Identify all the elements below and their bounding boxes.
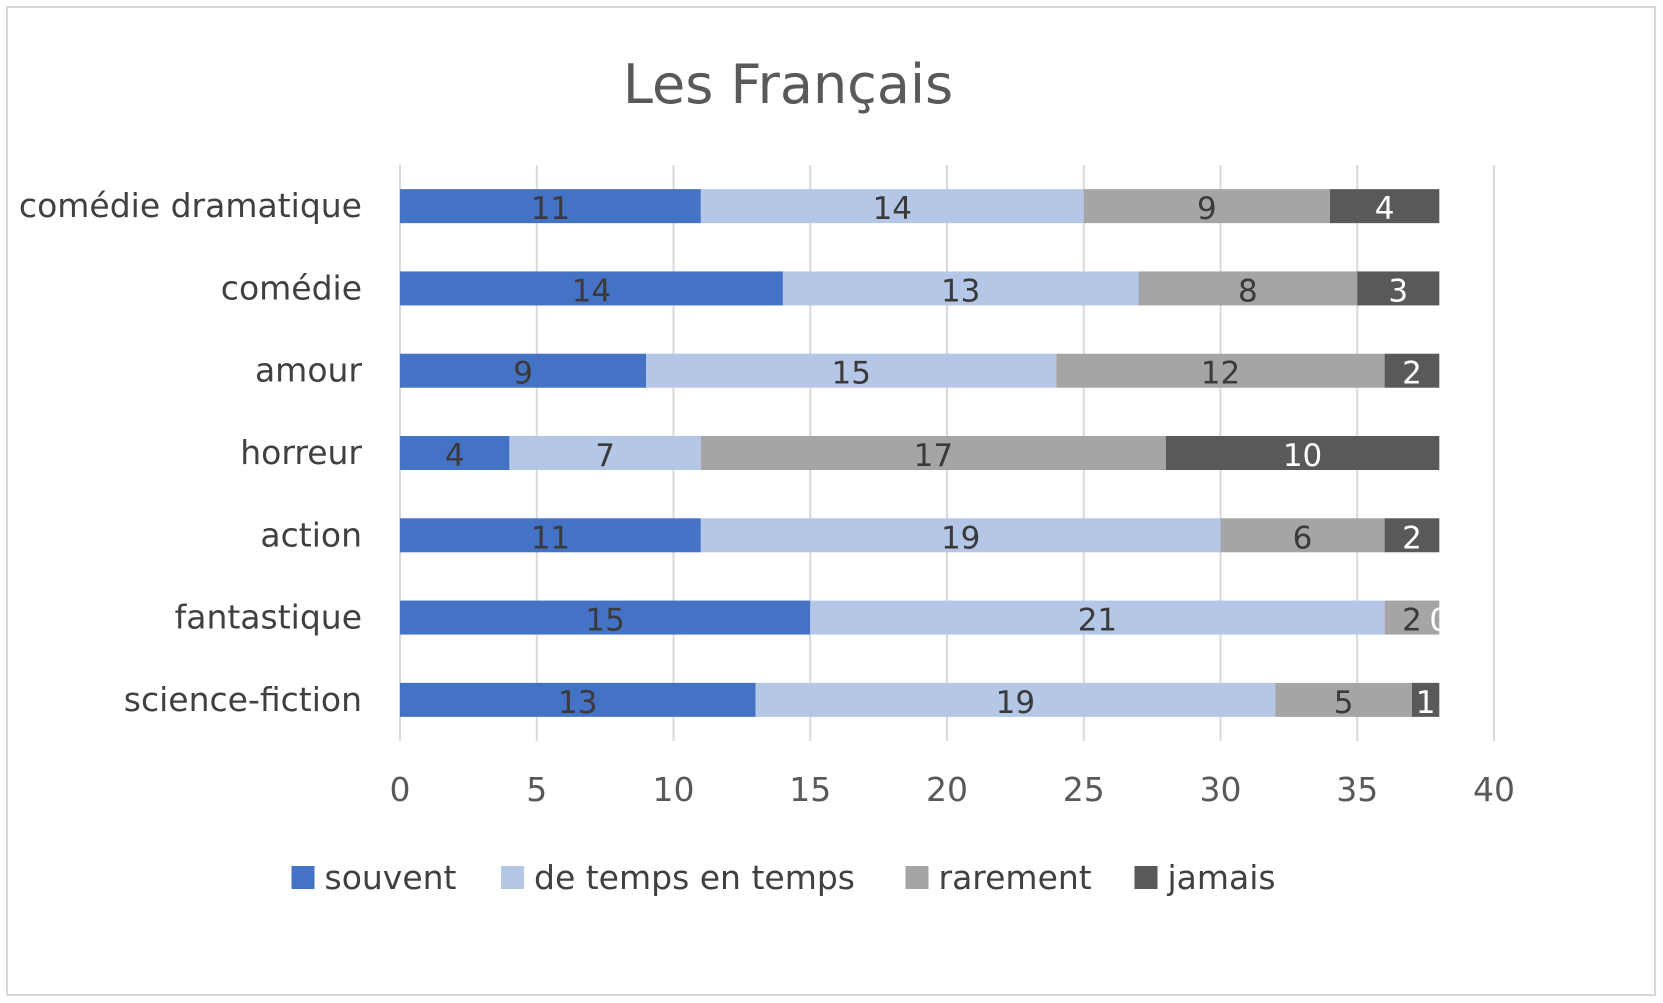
data-label: 12 — [1201, 356, 1240, 392]
legend-label: souvent — [325, 858, 457, 897]
data-label: 2 — [1402, 356, 1422, 392]
data-label: 14 — [873, 191, 912, 227]
bar-segment — [700, 518, 1221, 553]
data-label: 5 — [1334, 685, 1354, 721]
legend-label: de temps en temps — [534, 858, 855, 897]
data-label: 4 — [445, 438, 465, 474]
data-label: 2 — [1402, 520, 1422, 556]
bar-segment — [1384, 518, 1440, 553]
bar-segment — [1275, 682, 1412, 717]
legend-swatch — [905, 866, 929, 889]
category-label: comédie dramatique — [19, 186, 362, 225]
bar-segment — [1384, 600, 1440, 635]
category-label: horreur — [240, 433, 362, 472]
data-label: 7 — [595, 438, 615, 474]
data-label: 10 — [1283, 438, 1322, 474]
bar-segment — [509, 436, 701, 470]
data-label: 8 — [1238, 273, 1258, 309]
data-label: 19 — [941, 520, 980, 556]
legend-swatch — [291, 866, 315, 889]
chart-title: Les Français — [623, 53, 953, 116]
bar-segment — [700, 436, 1166, 470]
x-tick-label: 10 — [653, 770, 695, 809]
bar-segment — [400, 600, 811, 635]
bar-segment — [755, 682, 1276, 717]
x-tick-label: 0 — [390, 770, 411, 809]
category-label: amour — [255, 351, 362, 390]
legend-swatch — [501, 866, 524, 889]
data-label: 9 — [1197, 191, 1217, 227]
data-label: 11 — [531, 191, 570, 227]
value-axis: 0 5 10 15 20 25 30 35 40 — [390, 770, 1516, 809]
bar-segment — [400, 518, 701, 553]
bar-segment — [1411, 682, 1440, 717]
chart-frame: Les Français 11 14 9 4 14 13 8 3 9 15 12 2 4 7 17 10 11 1… — [6, 6, 1656, 996]
bar-segment — [400, 189, 701, 224]
data-label: 13 — [558, 685, 597, 721]
bar-segment — [1165, 436, 1440, 470]
bar-segment — [400, 271, 783, 306]
category-label: comédie — [221, 268, 362, 307]
bar-segment — [810, 600, 1385, 635]
data-label: 2 — [1402, 603, 1422, 639]
data-label: 4 — [1375, 191, 1395, 227]
data-label: 9 — [513, 356, 533, 392]
bar-segment — [400, 436, 510, 470]
data-label: 0 — [1429, 603, 1449, 639]
category-label: science-fiction — [124, 680, 362, 719]
data-label: 19 — [996, 685, 1035, 721]
bar-segment — [1357, 271, 1440, 306]
x-tick-label: 15 — [789, 770, 831, 809]
bar-segment — [400, 353, 647, 388]
data-label: 14 — [572, 273, 611, 309]
legend-label: rarement — [939, 858, 1092, 897]
data-label: 17 — [914, 438, 953, 474]
data-label: 1 — [1416, 685, 1436, 721]
bar-segment — [700, 189, 1084, 224]
data-label: 13 — [941, 273, 980, 309]
x-tick-label: 20 — [926, 770, 968, 809]
bar-segment — [400, 682, 756, 717]
bar-segment — [1329, 189, 1440, 224]
legend-swatch — [1134, 866, 1158, 889]
data-label: 3 — [1388, 273, 1408, 309]
data-label: 15 — [832, 356, 871, 392]
data-label: 11 — [531, 520, 570, 556]
category-label: fantastique — [175, 598, 362, 637]
bar-segment — [1384, 353, 1440, 388]
data-label: 21 — [1078, 603, 1117, 639]
bar-segment — [1083, 189, 1330, 224]
bar-segment — [782, 271, 1139, 306]
x-tick-label: 5 — [526, 770, 547, 809]
x-tick-label: 35 — [1336, 770, 1378, 809]
bar-segment — [646, 353, 1057, 388]
legend: souvent de temps en temps rarement jamais — [291, 858, 1276, 897]
bars — [400, 189, 1440, 717]
category-axis: comédie dramatique comédie amour horreur act… — [19, 186, 363, 719]
x-tick-label: 40 — [1473, 770, 1515, 809]
x-tick-label: 30 — [1200, 770, 1242, 809]
bar-segment — [1056, 353, 1385, 388]
bar-segment — [1138, 271, 1358, 306]
data-label: 15 — [585, 603, 624, 639]
bar-segment — [1220, 518, 1385, 553]
category-label: action — [260, 515, 362, 554]
legend-label: jamais — [1167, 858, 1276, 897]
x-tick-label: 25 — [1063, 770, 1105, 809]
data-label: 6 — [1293, 520, 1313, 556]
